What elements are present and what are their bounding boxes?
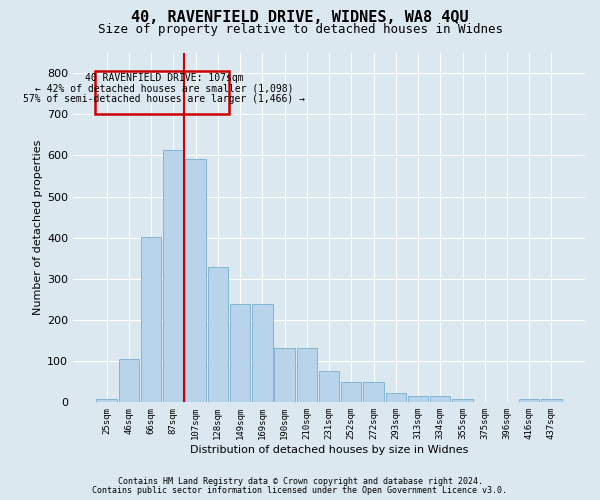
Text: 40 RAVENFIELD DRIVE: 107sqm: 40 RAVENFIELD DRIVE: 107sqm <box>85 73 244 83</box>
Bar <box>408 396 428 402</box>
Text: Contains public sector information licensed under the Open Government Licence v3: Contains public sector information licen… <box>92 486 508 495</box>
Bar <box>185 158 206 402</box>
Bar <box>363 382 384 402</box>
Bar <box>319 370 339 402</box>
Bar <box>208 266 228 402</box>
Bar <box>541 399 562 402</box>
Bar <box>341 382 361 402</box>
Text: 57% of semi-detached houses are larger (1,466) →: 57% of semi-detached houses are larger (… <box>23 94 305 104</box>
Bar <box>97 399 117 402</box>
Bar <box>274 348 295 403</box>
Text: Contains HM Land Registry data © Crown copyright and database right 2024.: Contains HM Land Registry data © Crown c… <box>118 477 482 486</box>
Bar <box>141 237 161 402</box>
Bar <box>252 304 272 402</box>
Bar <box>163 150 184 402</box>
Bar <box>230 304 250 402</box>
Bar <box>95 71 229 114</box>
Y-axis label: Number of detached properties: Number of detached properties <box>33 140 43 315</box>
Bar <box>296 348 317 403</box>
Bar <box>519 399 539 402</box>
Bar <box>119 358 139 403</box>
Text: 40, RAVENFIELD DRIVE, WIDNES, WA8 4QU: 40, RAVENFIELD DRIVE, WIDNES, WA8 4QU <box>131 10 469 25</box>
Text: ← 42% of detached houses are smaller (1,098): ← 42% of detached houses are smaller (1,… <box>35 84 293 94</box>
Bar <box>386 394 406 402</box>
Text: Size of property relative to detached houses in Widnes: Size of property relative to detached ho… <box>97 22 503 36</box>
X-axis label: Distribution of detached houses by size in Widnes: Distribution of detached houses by size … <box>190 445 468 455</box>
Bar <box>430 396 451 402</box>
Bar <box>452 399 473 402</box>
